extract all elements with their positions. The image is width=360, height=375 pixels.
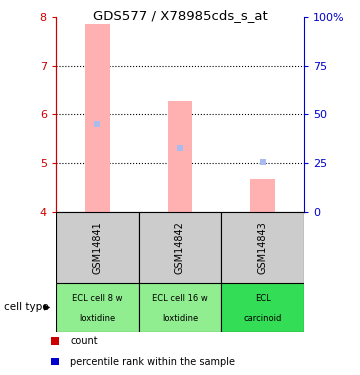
Text: GSM14842: GSM14842 [175, 221, 185, 274]
Text: ECL: ECL [255, 294, 271, 303]
Bar [85, 24, 109, 212]
Text: loxtidine: loxtidine [162, 314, 198, 323]
Text: loxtidine: loxtidine [79, 314, 115, 323]
Bar [51, 338, 59, 345]
Text: GDS577 / X78985cds_s_at: GDS577 / X78985cds_s_at [93, 9, 267, 22]
Bar [51, 358, 59, 365]
Bar [56, 212, 139, 283]
Bar [221, 212, 304, 283]
Bar [221, 283, 304, 332]
Text: count: count [70, 336, 98, 346]
Bar [167, 101, 192, 212]
Text: ECL cell 16 w: ECL cell 16 w [152, 294, 208, 303]
Text: GSM14841: GSM14841 [92, 221, 102, 274]
Text: ECL cell 8 w: ECL cell 8 w [72, 294, 122, 303]
Bar [56, 283, 139, 332]
Text: cell type: cell type [4, 303, 48, 312]
Text: percentile rank within the sample: percentile rank within the sample [70, 357, 235, 367]
Text: GSM14843: GSM14843 [258, 221, 268, 274]
Text: carcinoid: carcinoid [244, 314, 282, 323]
Bar [139, 212, 221, 283]
Bar [139, 283, 221, 332]
Bar [250, 179, 275, 212]
